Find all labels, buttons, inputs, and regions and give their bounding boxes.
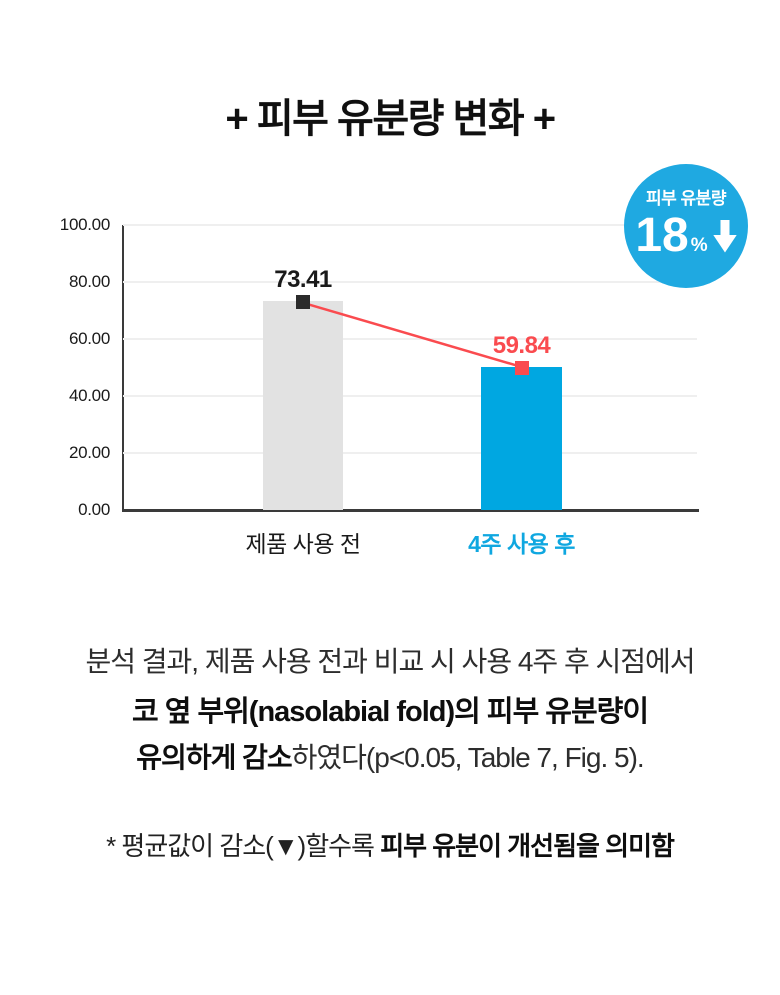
footnote-bold: 피부 유분이 개선됨을 의미함	[380, 831, 675, 861]
category-label: 제품 사용 전	[245, 531, 361, 557]
footnote: * 평균값이 감소(▼)할수록 피부 유분이 개선됨을 의미함	[0, 826, 780, 863]
badge-value-row: 18 %	[635, 209, 737, 263]
category-label: 4주 사용 후	[468, 531, 575, 557]
y-tick-label: 80.00	[68, 272, 110, 291]
chart: 100.00 80.00 60.00 40.00 20.00 0.00 73.41 제품 사용…	[59, 215, 699, 557]
gridline	[123, 395, 697, 397]
data-point-marker	[296, 294, 310, 309]
y-tick-label: 60.00	[68, 329, 110, 348]
summary-line-1: 분석 결과, 제품 사용 전과 비교 시 사용 4주 후 시점에서	[85, 646, 695, 677]
footnote-prefix: * 평균값이 감소(▼)할수록	[106, 831, 381, 861]
badge-value: 18	[635, 209, 689, 263]
y-axis-line	[122, 225, 124, 512]
reduction-badge: 피부 유분량 18 %	[624, 164, 748, 288]
summary-line-2: 코 옆 부위(nasolabial fold)의 피부 유분량이	[131, 696, 649, 728]
value-label: 59.84	[492, 331, 551, 359]
badge-unit: %	[690, 235, 708, 257]
summary-line-3-bold: 유의하게 감소	[136, 742, 292, 773]
gridline	[123, 224, 697, 226]
bar-after	[481, 366, 562, 510]
summary-line-3: 유의하게 감소하였다(p<0.05, Table 7, Fig. 5).	[0, 736, 780, 776]
y-tick-label: 40.00	[68, 386, 110, 405]
gridline	[123, 338, 697, 340]
value-label: 73.41	[274, 265, 332, 293]
bar-before	[263, 300, 343, 510]
gridline	[123, 452, 697, 454]
y-tick-label: 20.00	[68, 443, 110, 462]
down-arrow-icon	[712, 220, 737, 258]
summary-line-3-rest: 하였다(p<0.05, Table 7, Fig. 5).	[291, 742, 645, 773]
y-tick-label: 0.00	[78, 500, 110, 519]
page-title: + 피부 유분량 변화 +	[225, 97, 556, 141]
data-point-marker	[514, 360, 529, 375]
y-tick-label: 100.00	[59, 215, 111, 234]
badge-label: 피부 유분량	[646, 189, 726, 209]
gridline	[123, 281, 697, 283]
x-axis-line	[122, 509, 699, 512]
